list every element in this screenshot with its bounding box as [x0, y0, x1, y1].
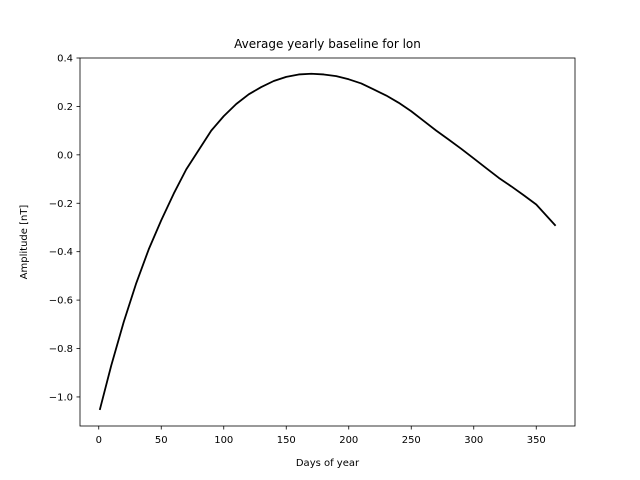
y-axis-label: Amplitude [nT]: [19, 205, 30, 280]
y-tick-label: −0.2: [49, 199, 73, 210]
y-tick-label: 0.0: [57, 150, 73, 161]
chart-title: Average yearly baseline for lon: [234, 37, 421, 51]
x-tick-label: 50: [155, 435, 168, 446]
x-tick-label: 100: [214, 435, 233, 446]
x-tick-label: 0: [96, 435, 102, 446]
plot-frame: [79, 57, 576, 427]
x-tick-label: 200: [339, 435, 358, 446]
y-tick-label: −0.6: [49, 296, 73, 307]
y-tick-label: −0.8: [49, 344, 73, 355]
series-line: [98, 72, 557, 411]
y-axis: 0.4 0.2 0.0 −0.2 −0.4 −0.6 −0.8 −1.0: [49, 54, 80, 403]
x-tick-label: 300: [464, 435, 483, 446]
y-tick-label: 0.2: [57, 102, 73, 113]
x-tick-label: 350: [527, 435, 546, 446]
x-tick-label: 250: [402, 435, 421, 446]
x-tick-label: 150: [277, 435, 296, 446]
y-tick-label: −1.0: [49, 392, 73, 403]
x-axis: 0 50 100 150 200 250 300 350: [96, 426, 546, 446]
y-tick-label: 0.4: [57, 54, 73, 65]
x-axis-label: Days of year: [296, 458, 360, 469]
y-tick-label: −0.4: [49, 247, 73, 258]
